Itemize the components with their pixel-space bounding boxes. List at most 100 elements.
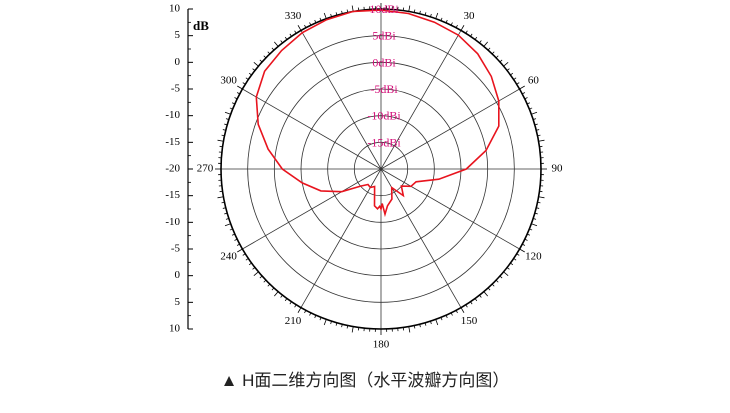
- ring-tick: [479, 40, 482, 44]
- ring-tick: [534, 212, 538, 215]
- ring-tick: [284, 36, 288, 40]
- ring-tick: [217, 196, 224, 199]
- ring-tick: [267, 283, 271, 287]
- ring-tick: [259, 59, 263, 63]
- left-axis-tick-label: -10: [165, 216, 180, 228]
- ring-tick: [252, 267, 256, 270]
- ring-tick: [237, 248, 243, 253]
- ring-tick: [527, 102, 531, 105]
- ring-tick: [234, 97, 238, 100]
- ring-tick: [224, 223, 231, 227]
- left-axis-tick-label: -5: [171, 243, 181, 255]
- ring-tick: [236, 243, 240, 246]
- ring-tick: [294, 30, 297, 34]
- ring-tick: [229, 107, 233, 110]
- grid-ring: [247, 35, 515, 303]
- ring-tick: [224, 212, 228, 215]
- ring-tick: [534, 123, 538, 126]
- left-axis-tick-label: -10: [165, 109, 180, 121]
- ring-tick: [413, 9, 416, 13]
- ring-tick: [231, 102, 235, 105]
- ring-tick: [440, 317, 443, 321]
- ring-tick: [294, 304, 297, 308]
- ring-tick: [506, 267, 510, 270]
- ring-tick: [341, 324, 343, 328]
- polar-grid: [215, 3, 547, 335]
- ring-tick: [474, 36, 478, 40]
- ring-tick: [450, 312, 453, 316]
- ring-tick: [538, 196, 545, 199]
- left-radial-axis: 10 5 0 -5 -10 -15 -20 -15 -10 -5 0 5 10: [165, 3, 193, 335]
- ring-tick: [248, 72, 252, 76]
- ring-tick: [242, 82, 246, 85]
- left-axis-tick-label: 10: [169, 3, 181, 15]
- ring-tick: [503, 271, 509, 277]
- ring-tick: [479, 294, 482, 298]
- grid-ring: [353, 141, 409, 197]
- angle-label: 30: [464, 10, 476, 22]
- ring-tick: [323, 319, 327, 326]
- ring-tick: [533, 118, 537, 120]
- ring-tick: [499, 275, 503, 279]
- ring-tick: [408, 326, 411, 333]
- ring-tick: [460, 307, 465, 313]
- ring-tick: [309, 312, 312, 316]
- angle-label: 210: [285, 315, 302, 327]
- ring-tick: [470, 301, 473, 305]
- ring-tick: [483, 41, 489, 47]
- ring-tick: [222, 207, 226, 209]
- ring-tick: [531, 111, 538, 115]
- ring-tick: [419, 324, 421, 328]
- ring-tick: [319, 17, 322, 21]
- ring-tick: [346, 325, 349, 329]
- ring-tick: [495, 279, 499, 283]
- ring-tick: [529, 107, 533, 110]
- ring-tick: [236, 92, 240, 95]
- ring-tick: [516, 82, 520, 85]
- ring-tick: [280, 40, 283, 44]
- angle-label: 240: [220, 251, 237, 263]
- ring-tick: [487, 47, 491, 51]
- angle-label: 150: [461, 315, 478, 327]
- ring-tick: [330, 13, 332, 17]
- ring-tick: [229, 228, 233, 231]
- ring-tick: [527, 233, 531, 236]
- ring-tick: [455, 310, 458, 314]
- ring-tick: [516, 253, 520, 256]
- ring-tick: [445, 19, 448, 23]
- ring-tick: [506, 68, 510, 71]
- ring-tick: [314, 315, 317, 319]
- ring-tick: [419, 10, 421, 14]
- ring-tick: [430, 13, 432, 17]
- ring-tick: [487, 287, 491, 291]
- ring-tick: [503, 61, 509, 67]
- ring-tick: [304, 310, 307, 314]
- radiation-pattern-curve: [255, 9, 500, 218]
- ring-tick: [314, 19, 317, 23]
- ring-tick: [529, 228, 533, 231]
- ring-tick: [408, 5, 411, 12]
- ring-tick: [470, 33, 473, 37]
- left-axis-tick-label: 0: [175, 269, 181, 281]
- ring-tick: [491, 51, 495, 55]
- ring-tick: [346, 9, 349, 13]
- ring-tick: [330, 321, 332, 325]
- ring-tick: [245, 77, 249, 80]
- ring-tick: [510, 262, 514, 266]
- ring-tick: [309, 22, 312, 26]
- ring-tick: [351, 5, 354, 12]
- ring-tick: [445, 315, 448, 319]
- ring-tick: [289, 301, 292, 305]
- ring-tick: [280, 294, 283, 298]
- ring-tick: [323, 12, 327, 19]
- ring-tick: [253, 271, 259, 277]
- ring-tick: [217, 139, 224, 142]
- angle-label: 300: [220, 75, 237, 87]
- ring-tick: [231, 233, 235, 236]
- ring-labels: 10dBi 5dBi 0dBi -5dBi -10dBi -15dBi: [367, 2, 401, 149]
- axis-unit-label: dB: [193, 18, 209, 33]
- ring-tick: [273, 41, 279, 47]
- ring-tick: [538, 139, 545, 142]
- ring-tick: [289, 33, 292, 37]
